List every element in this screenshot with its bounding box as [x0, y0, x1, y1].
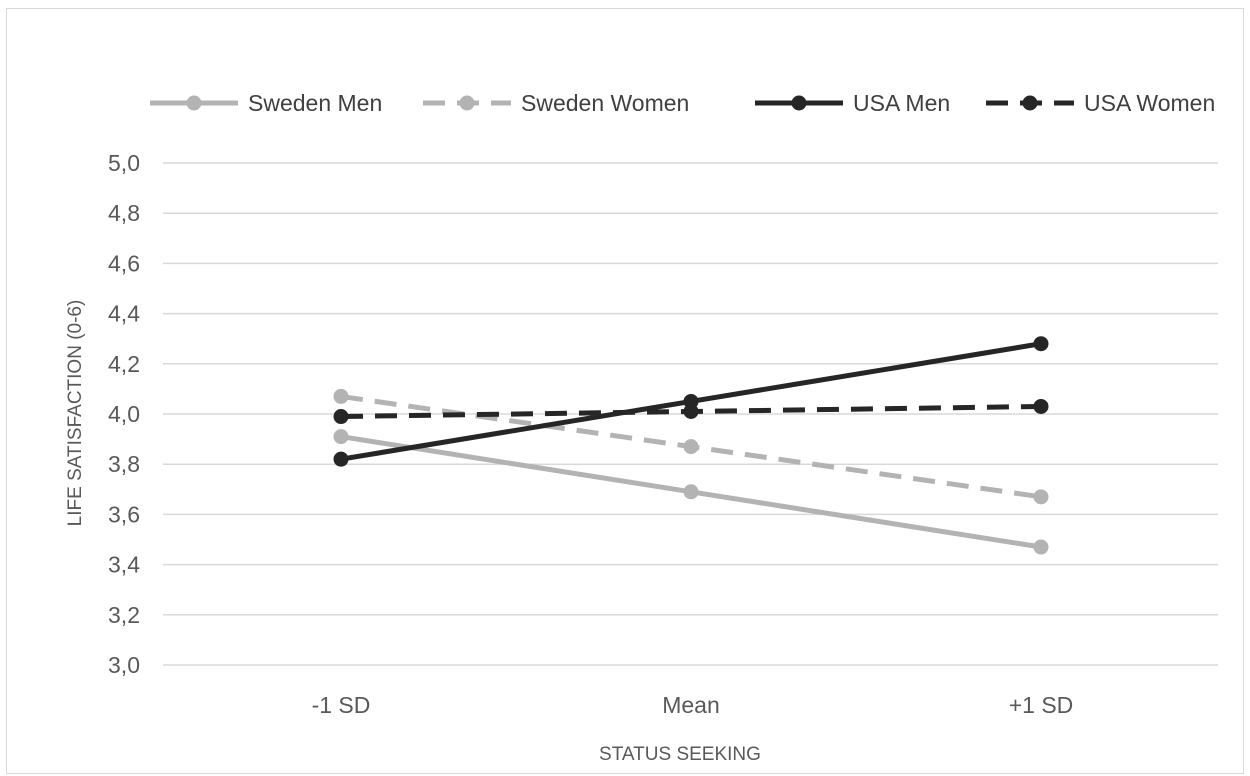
data-point-sweden-women [1033, 489, 1049, 505]
x-tick-label: Mean [662, 692, 720, 718]
y-tick-labels: 3,0 3,2 3,4 3,6 3,8 4,0 4,2 4,4 4,6 4,8 5,0 [108, 150, 140, 678]
y-tick-label: 3,4 [108, 552, 140, 578]
y-tick-label: 4,8 [108, 200, 140, 226]
data-point-usa-men [1033, 336, 1049, 352]
y-tick-label: 3,2 [108, 602, 140, 628]
legend-item-usa-women: USA Women [986, 90, 1215, 116]
y-tick-label: 4,2 [108, 351, 140, 377]
legend-item-sweden-men: Sweden Men [150, 90, 382, 116]
y-tick-label: 4,4 [108, 301, 140, 327]
legend-label-usa-men: USA Men [853, 90, 950, 116]
x-tick-label: -1 SD [312, 692, 371, 718]
series-usa-men [333, 336, 1049, 467]
x-tick-label: +1 SD [1009, 692, 1074, 718]
y-tick-label: 3,0 [108, 652, 140, 678]
y-tick-label: 3,6 [108, 501, 140, 527]
data-point-usa-women [1033, 398, 1049, 414]
legend-marker-sweden-men [186, 95, 202, 111]
y-tick-label: 5,0 [108, 150, 140, 176]
data-point-usa-women [683, 403, 699, 419]
series-usa-women [333, 398, 1049, 425]
y-axis-title: LIFE SATISFACTION (0-6) [65, 300, 86, 527]
y-tick-label: 4,6 [108, 250, 140, 276]
gridlines [163, 162, 1218, 666]
legend-label-usa-women: USA Women [1084, 90, 1215, 116]
data-point-sweden-men [333, 429, 349, 445]
legend: Sweden Men Sweden Women USA Men USA Women [150, 90, 1215, 116]
legend-item-usa-men: USA Men [755, 90, 950, 116]
legend-marker-usa-women [1022, 95, 1038, 111]
data-point-sweden-women [683, 439, 699, 455]
x-axis-title: STATUS SEEKING [599, 744, 761, 765]
data-point-usa-women [333, 409, 349, 425]
data-point-usa-men [333, 451, 349, 467]
x-tick-labels: -1 SD Mean +1 SD [312, 692, 1074, 718]
legend-label-sweden-men: Sweden Men [248, 90, 382, 116]
y-tick-label: 4,0 [108, 401, 140, 427]
y-tick-label: 3,8 [108, 451, 140, 477]
series-sweden-men [333, 429, 1049, 555]
chart-frame [6, 8, 1244, 774]
legend-marker-usa-men [791, 95, 807, 111]
legend-label-sweden-women: Sweden Women [521, 90, 689, 116]
legend-marker-sweden-women [459, 95, 475, 111]
data-point-sweden-women [333, 388, 349, 404]
series-lines [333, 336, 1049, 555]
data-point-sweden-men [1033, 539, 1049, 555]
data-point-sweden-men [683, 484, 699, 500]
legend-item-sweden-women: Sweden Women [423, 90, 689, 116]
